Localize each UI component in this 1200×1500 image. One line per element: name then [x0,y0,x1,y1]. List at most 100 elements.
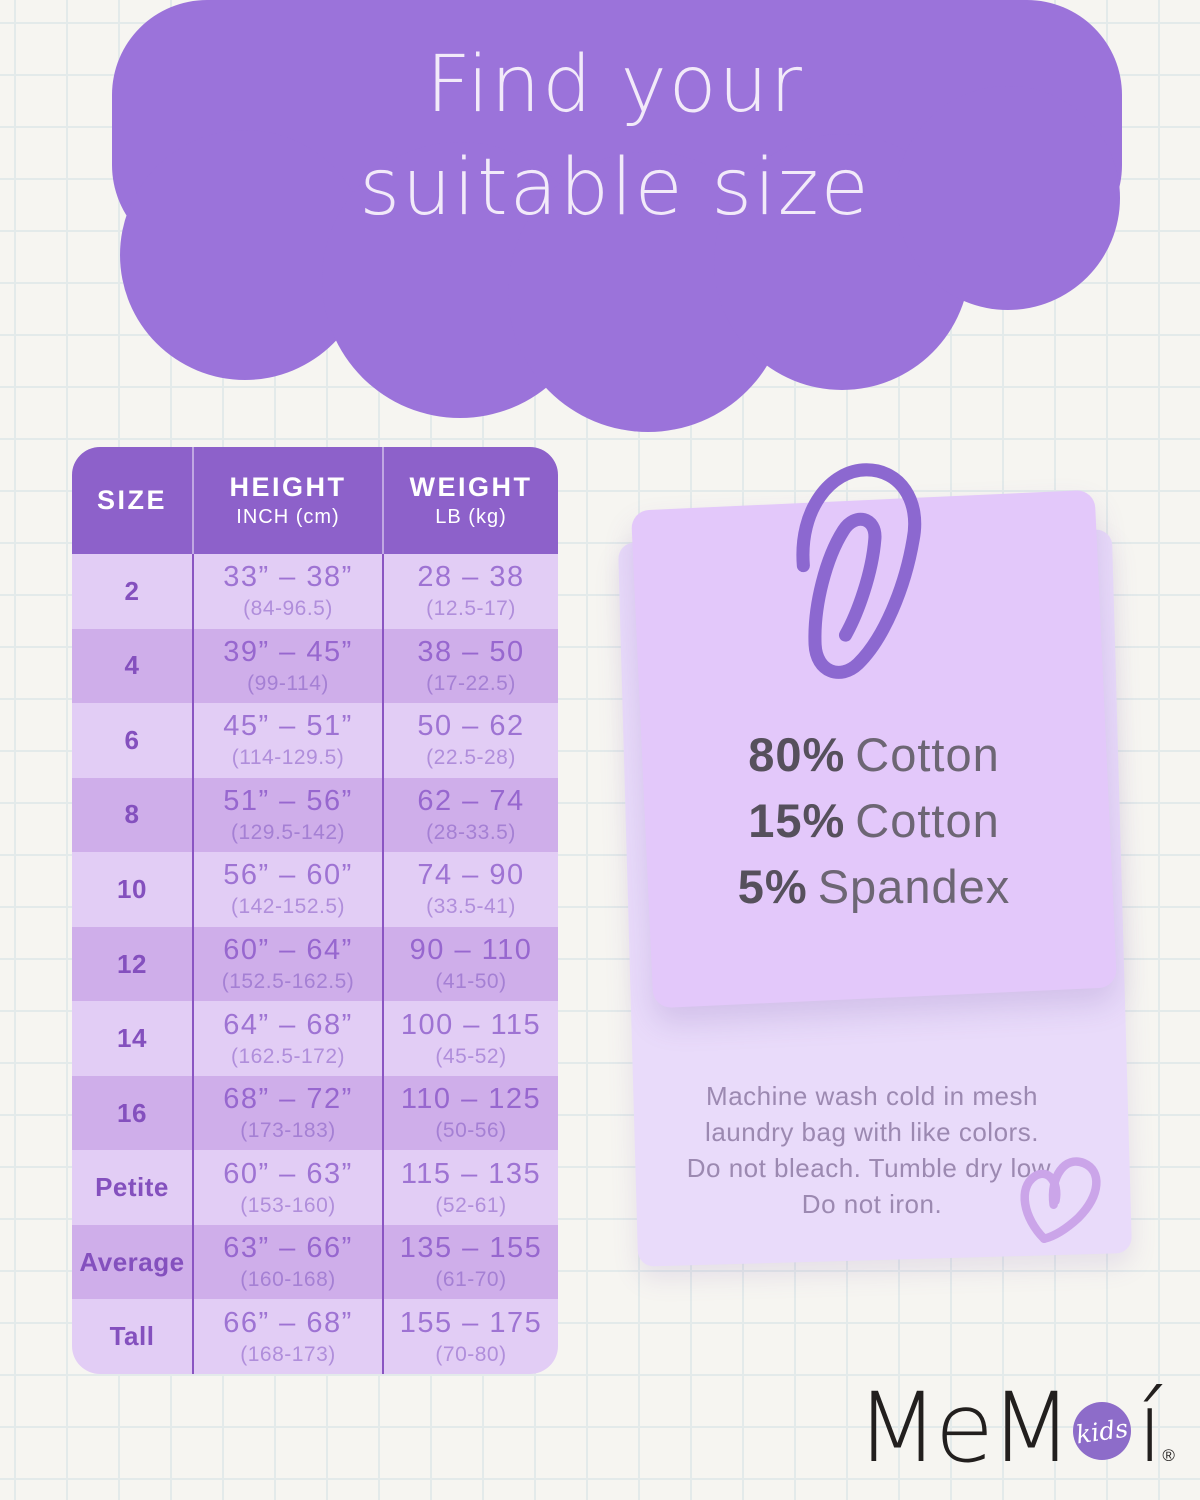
table-row: 4 39” – 45” (99-114) 38 – 50 (17-22.5) [72,628,558,704]
weight-cell: 90 – 110 (41-50) [382,926,558,1002]
height-cm-value: (168-173) [240,1342,336,1366]
composition-name: Spandex [817,860,1011,913]
weight-value: 110 – 125 [400,1083,542,1116]
table-row: 14 64” – 68” (162.5-172) 100 – 115 (45-5… [72,1001,558,1076]
composition-percent: 5% [737,860,808,913]
table-row: 8 51” – 56” (129.5-142) 62 – 74 (28-33.5… [72,777,558,853]
header-height-unit: INCH (cm) [236,506,340,528]
table-row: 6 45” – 51” (114-129.5) 50 – 62 (22.5-28… [72,703,558,778]
weight-cell: 50 – 62 (22.5-28) [382,703,558,778]
page-title-line2: suitable size [359,143,871,233]
care-instructions: Machine wash cold in mesh laundry bag wi… [642,1078,1102,1222]
weight-value: 115 – 135 [400,1157,542,1190]
height-cell: 51” – 56” (129.5-142) [192,777,382,853]
weight-kg-value: (22.5-28) [426,746,516,770]
height-cell: 63” – 66” (160-168) [192,1224,382,1300]
height-cell: 39” – 45” (99-114) [192,628,382,704]
weight-cell: 135 – 155 (61-70) [382,1224,558,1300]
height-cm-value: (173-183) [240,1119,336,1143]
table-row: Petite 60” – 63” (153-160) 115 – 135 (52… [72,1150,558,1225]
weight-value: 155 – 175 [399,1306,543,1339]
weight-value: 74 – 90 [417,859,525,892]
weight-cell: 115 – 135 (52-61) [382,1150,558,1225]
size-table-body: 2 33” – 38” (84-96.5) 28 – 38 (12.5-17) … [72,554,558,1374]
table-row: 2 33” – 38” (84-96.5) 28 – 38 (12.5-17) [72,554,558,629]
paperclip-icon [796,463,922,679]
weight-kg-value: (52-61) [435,1193,507,1217]
table-row: 12 60” – 64” (152.5-162.5) 90 – 110 (41-… [72,926,558,1002]
header-size: SIZE [72,447,192,554]
composition-percent: 15% [748,794,846,847]
height-cm-value: (162.5-172) [230,1044,346,1068]
size-cell: 4 [124,650,140,681]
weight-cell: 100 – 115 (45-52) [382,1001,558,1076]
height-cell: 68” – 72” (173-183) [192,1075,382,1151]
height-cm-value: (160-168) [240,1268,336,1292]
size-cell: 6 [124,724,140,755]
height-value: 60” – 63” [223,1157,353,1190]
care-line: Do not iron. [801,1189,943,1219]
logo-kids-badge: kids [1072,1402,1131,1460]
table-row: Average 63” – 66” (160-168) 135 – 155 (6… [72,1224,558,1300]
care-line: Machine wash cold in mesh [706,1081,1038,1111]
height-cm-value: (152.5-162.5) [221,970,355,993]
size-cell: Average [79,1246,185,1277]
weight-value: 38 – 50 [417,635,525,668]
table-row: 10 56” – 60” (142-152.5) 74 – 90 (33.5-4… [72,852,558,927]
weight-kg-value: (28-33.5) [426,820,516,844]
composition-line: 15% Cotton [658,788,1090,854]
weight-kg-value: (41-50) [435,970,507,993]
weight-cell: 74 – 90 (33.5-41) [382,852,558,927]
size-cell: 12 [117,948,147,979]
header-weight-unit: LB (kg) [435,506,507,528]
composition-name: Cotton [855,794,1000,847]
height-cm-value: (99-114) [247,671,329,695]
weight-kg-value: (12.5-17) [426,597,516,621]
height-value: 39” – 45” [223,635,353,668]
registered-mark: ® [1162,1446,1175,1465]
height-cell: 64” – 68” (162.5-172) [192,1001,382,1076]
height-value: 45” – 51” [223,710,353,743]
height-value: 51” – 56” [223,784,353,817]
size-cell: 16 [117,1097,147,1128]
size-table: SIZE HEIGHT INCH (cm) WEIGHT LB (kg) 2 3… [72,447,558,1374]
table-header: SIZE HEIGHT INCH (cm) WEIGHT LB (kg) [72,447,558,554]
care-line: laundry bag with like colors. [705,1117,1039,1147]
weight-value: 90 – 110 [409,934,533,966]
composition-line: 5% Spandex [658,854,1090,920]
height-value: 63” – 66” [223,1232,353,1265]
care-line: Do not bleach. Tumble dry low. [686,1153,1058,1183]
size-cell: 14 [117,1023,147,1054]
weight-kg-value: (50-56) [435,1119,507,1143]
height-cell: 66” – 68” (168-173) [192,1299,382,1374]
height-value: 60” – 64” [223,934,353,966]
size-cell: Petite [95,1172,169,1203]
composition-percent: 80% [748,728,846,781]
logo-suffix: í [1136,1372,1164,1484]
heart-doodle-icon [1020,1157,1101,1244]
height-cm-value: (153-160) [240,1193,336,1217]
height-cm-value: (142-152.5) [230,895,346,919]
size-cell: 8 [124,799,140,830]
composition-line: 80% Cotton [658,722,1090,788]
weight-kg-value: (17-22.5) [426,671,516,695]
weight-value: 50 – 62 [417,710,525,743]
height-value: 66” – 68” [223,1306,353,1339]
height-cell: 45” – 51” (114-129.5) [192,703,382,778]
page-title: Find your suitable size [150,34,1080,240]
weight-value: 28 – 38 [417,561,525,594]
height-cm-value: (129.5-142) [230,820,346,844]
weight-kg-value: (33.5-41) [426,895,516,919]
logo-prefix: MeM [856,1372,1073,1484]
weight-value: 100 – 115 [400,1008,542,1041]
height-cm-value: (84-96.5) [243,597,333,621]
weight-kg-value: (61-70) [435,1268,507,1292]
table-row: Tall 66” – 68” (168-173) 155 – 175 (70-8… [72,1299,558,1374]
header-height-label: HEIGHT [229,472,347,502]
height-cell: 33” – 38” (84-96.5) [192,554,382,629]
header-weight-label: WEIGHT [409,472,533,502]
size-cell: 10 [117,873,147,904]
header-height: HEIGHT INCH (cm) [192,447,382,554]
height-value: 33” – 38” [223,561,353,594]
weight-cell: 110 – 125 (50-56) [382,1075,558,1151]
